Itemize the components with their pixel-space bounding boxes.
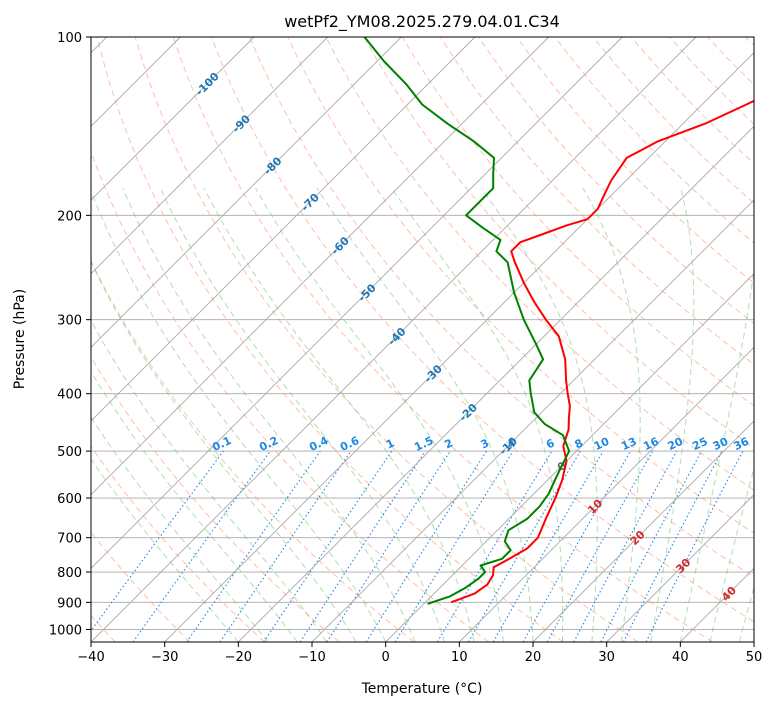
- isotherm-line: [311, 199, 754, 642]
- isotherm-line: [91, 37, 697, 642]
- dry-adiabat-line: [211, 37, 754, 623]
- y-tick-label: 400: [57, 388, 82, 403]
- moist-adiabat-line: [91, 319, 328, 642]
- series-layer: [363, 37, 754, 605]
- dry-adiabat-line: [287, 37, 754, 534]
- mixing-ratio-line: [186, 450, 321, 642]
- mixing-ratio-line: [573, 450, 678, 642]
- dry-adiabat-line: [91, 259, 415, 642]
- isotherm-line: [532, 420, 754, 642]
- moist-adiabat-line: [203, 187, 475, 642]
- y-tick-label: 300: [57, 314, 82, 329]
- dry-adiabat-line: [249, 37, 754, 578]
- dry-adiabat-line: [91, 356, 340, 642]
- y-tick-label: 100: [57, 31, 82, 46]
- moist-adiabat-line: [481, 187, 598, 642]
- dry-adiabat-line: [516, 37, 754, 284]
- mixing-ratio-label: 16: [641, 435, 661, 453]
- mixing-ratio-line: [219, 450, 352, 642]
- mixing-ratio-label: 13: [619, 435, 638, 453]
- mixing-ratio-line: [132, 450, 271, 642]
- y-tick-label: 200: [57, 209, 82, 224]
- mixing-ratio-line: [394, 450, 514, 642]
- x-tick-label: 20: [525, 650, 542, 665]
- moist-adiabat-line: [582, 187, 641, 642]
- mixing-ratio-line: [645, 450, 744, 642]
- y-tick-label: 700: [57, 532, 82, 547]
- mixing-ratio-label: 20: [666, 435, 686, 453]
- isotherm-line: [606, 494, 754, 642]
- mixing-ratio-label: 36: [732, 435, 752, 453]
- isotherm-line: [91, 37, 623, 569]
- axis-layer: −40 −30 −20 −10 0 10 20 30 40 50 100 200 300 400 500 60…: [49, 31, 762, 665]
- isotherm-line: [91, 37, 549, 496]
- moist-adiabat-line: [316, 187, 534, 642]
- x-tick-label: −10: [298, 650, 325, 665]
- mixing-ratio-line: [326, 450, 451, 642]
- temperature-line: [450, 99, 754, 604]
- moist-adiabat-line: [91, 189, 387, 642]
- dewpoint-line: [363, 37, 571, 605]
- isotherm-line: [91, 37, 255, 201]
- mixing-ratio-line: [299, 450, 426, 642]
- moist-adiabat-line: [650, 188, 695, 642]
- dry-adiabat-line: [134, 37, 639, 642]
- y-tick-label: 1000: [49, 623, 82, 638]
- x-tick-label: 10: [451, 650, 468, 665]
- moist-adiabat-line: [91, 260, 357, 642]
- mixing-ratio-line: [263, 450, 393, 642]
- y-tick-label: 900: [57, 596, 82, 611]
- mixing-ratio-label: 30: [711, 435, 731, 453]
- x-tick-label: −20: [225, 650, 252, 665]
- x-tick-label: 0: [382, 650, 390, 665]
- x-tick-label: −30: [151, 650, 178, 665]
- mixing-ratio-line: [546, 450, 654, 642]
- grid-layer: [91, 37, 754, 642]
- dry-adiabat-line: [91, 445, 265, 642]
- moist-adiabat-line: [122, 188, 416, 642]
- x-axis-title: Temperature (°C): [361, 681, 483, 697]
- moist-adiabat-line: [91, 458, 239, 642]
- y-tick-label: 800: [57, 566, 82, 581]
- isotherm-line: [385, 273, 754, 642]
- y-tick-label: 500: [57, 445, 82, 460]
- dry-adiabat-line: [172, 37, 713, 642]
- mixing-ratio-line: [91, 450, 224, 632]
- y-axis-title: Pressure (hPa): [12, 289, 28, 389]
- x-tick-label: 50: [746, 650, 763, 665]
- isotherm-line: [91, 37, 328, 275]
- x-tick-label: 40: [672, 650, 689, 665]
- isotherm-line: [91, 37, 476, 422]
- isotherm-line: [91, 37, 402, 348]
- x-tick-label: −40: [77, 650, 104, 665]
- mixing-ratio-label: 25: [690, 435, 709, 453]
- x-tick-label: 30: [598, 650, 615, 665]
- isotherm-line: [459, 346, 754, 642]
- dry-adiabat-line: [96, 37, 564, 642]
- moist-adiabat-line: [255, 187, 504, 642]
- moist-adiabat-line: [679, 265, 754, 642]
- plot-frame: [90, 36, 755, 643]
- mixing-ratio-label: 10: [592, 435, 612, 453]
- y-tick-label: 600: [57, 492, 82, 507]
- mixing-ratio-line: [522, 450, 631, 642]
- isotherm-line: [238, 125, 754, 642]
- moist-adiabat-line: [391, 187, 564, 642]
- chart-title: wetPf2_YM08.2025.279.04.01.C34: [284, 12, 560, 32]
